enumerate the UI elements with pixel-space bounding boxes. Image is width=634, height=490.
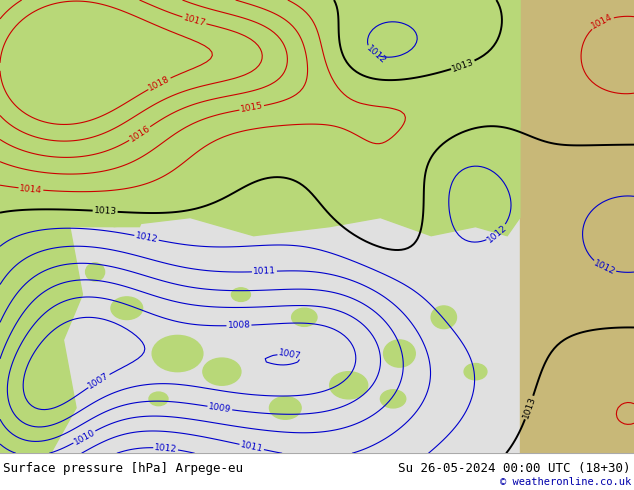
Ellipse shape xyxy=(330,371,368,399)
Text: 1007: 1007 xyxy=(87,371,111,391)
Ellipse shape xyxy=(431,306,456,329)
Ellipse shape xyxy=(380,390,406,408)
Ellipse shape xyxy=(86,263,105,281)
Text: 1008: 1008 xyxy=(228,320,250,330)
Text: 1010: 1010 xyxy=(72,427,96,446)
Text: 1012: 1012 xyxy=(365,44,387,65)
Text: 1009: 1009 xyxy=(208,402,232,414)
Text: 1011: 1011 xyxy=(253,267,276,276)
Polygon shape xyxy=(51,0,520,136)
Ellipse shape xyxy=(111,297,143,319)
Text: © weatheronline.co.uk: © weatheronline.co.uk xyxy=(500,477,631,487)
Text: 1013: 1013 xyxy=(451,57,476,74)
Ellipse shape xyxy=(203,358,241,385)
Text: 1013: 1013 xyxy=(93,206,117,216)
Ellipse shape xyxy=(292,308,317,326)
Text: Surface pressure [hPa] Arpege-eu: Surface pressure [hPa] Arpege-eu xyxy=(3,462,243,475)
Text: 1014: 1014 xyxy=(590,13,614,31)
Text: 1012: 1012 xyxy=(154,443,178,454)
Polygon shape xyxy=(0,0,158,226)
Polygon shape xyxy=(0,100,139,204)
Text: 1017: 1017 xyxy=(182,13,207,28)
Polygon shape xyxy=(63,0,520,236)
Ellipse shape xyxy=(384,340,415,367)
Text: 1007: 1007 xyxy=(278,348,302,361)
Ellipse shape xyxy=(231,288,250,301)
Text: 1012: 1012 xyxy=(485,222,508,244)
Ellipse shape xyxy=(464,364,487,380)
Text: 1012: 1012 xyxy=(134,231,158,245)
Text: 1014: 1014 xyxy=(19,184,42,195)
Text: 1011: 1011 xyxy=(240,440,264,454)
Ellipse shape xyxy=(269,396,301,419)
Text: 1012: 1012 xyxy=(592,258,617,276)
Text: Su 26-05-2024 00:00 UTC (18+30): Su 26-05-2024 00:00 UTC (18+30) xyxy=(398,462,631,475)
Ellipse shape xyxy=(149,392,168,406)
Text: 1013: 1013 xyxy=(521,395,537,420)
Text: 1018: 1018 xyxy=(147,74,172,93)
Text: 1016: 1016 xyxy=(127,123,152,144)
Bar xyxy=(520,0,634,453)
Ellipse shape xyxy=(152,336,203,371)
Polygon shape xyxy=(0,0,89,453)
Text: 1015: 1015 xyxy=(240,101,264,114)
